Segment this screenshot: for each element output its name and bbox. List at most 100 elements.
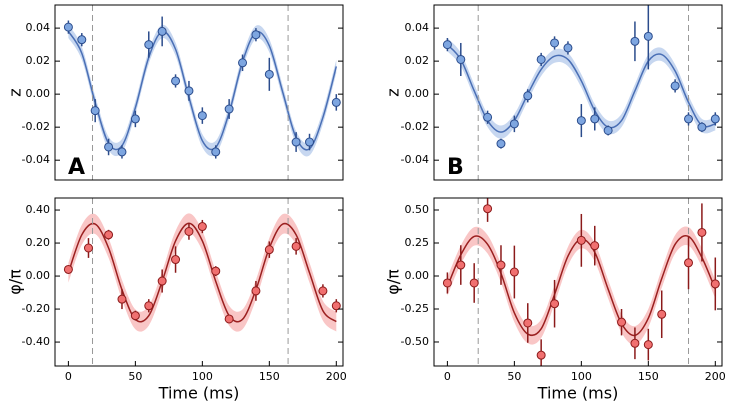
data-point: [442, 40, 452, 50]
data-point: [456, 54, 466, 64]
data-point: [643, 31, 653, 41]
data-point: [684, 114, 694, 124]
y-tick-label: 0.04: [26, 21, 51, 34]
data-point: [264, 245, 274, 255]
data-point: [211, 266, 221, 276]
data-point: [117, 294, 127, 304]
data-point: [291, 241, 301, 251]
y-tick-label: -0.40: [22, 335, 50, 348]
y-tick-label: 0.00: [405, 87, 430, 100]
x-tick-label: 0: [65, 370, 72, 383]
axes-frame: [54, 197, 344, 367]
data-point: [576, 116, 586, 126]
data-point: [184, 227, 194, 237]
data-point: [130, 311, 140, 321]
y-tick-label: 0.00: [26, 269, 51, 282]
x-tick-label: 200: [326, 370, 347, 383]
data-point: [483, 112, 493, 122]
data-point: [657, 309, 667, 319]
data-point: [590, 241, 600, 251]
data-point: [331, 97, 341, 107]
plot-area: [63, 198, 341, 366]
data-point: [576, 235, 586, 245]
data-point: [509, 119, 519, 129]
data-point: [83, 243, 93, 253]
data-point: [710, 114, 720, 124]
data-point: [144, 301, 154, 311]
panel-label: A: [68, 155, 85, 180]
y-tick-label: -0.20: [22, 302, 50, 315]
x-tick-label: 200: [705, 370, 726, 383]
data-point: [630, 338, 640, 348]
y-tick-label: 0.20: [26, 236, 51, 249]
data-point: [104, 142, 114, 152]
data-point: [456, 260, 466, 270]
data-point: [171, 76, 181, 86]
axes-frame: [433, 4, 723, 181]
fit-curve: [67, 222, 337, 323]
data-point: [211, 147, 221, 157]
data-point: [630, 36, 640, 46]
data-point: [697, 122, 707, 132]
x-tick-label: 100: [192, 370, 213, 383]
data-point: [264, 69, 274, 79]
plot-area: [442, 198, 720, 366]
data-point: [496, 139, 506, 149]
fit-curve: [446, 44, 716, 133]
y-tick-label: -0.02: [401, 120, 429, 133]
x-tick-label: 50: [128, 370, 142, 383]
y-tick-label: 0.04: [405, 21, 430, 34]
data-point: [197, 111, 207, 121]
data-point: [617, 317, 627, 327]
plot-area: [442, 5, 720, 180]
data-point: [63, 264, 73, 274]
data-point: [63, 22, 73, 32]
y-tick-label: -0.04: [401, 153, 429, 166]
y-tick-label: -0.25: [401, 302, 429, 315]
data-point: [710, 279, 720, 289]
y-tick-label: 0.25: [405, 236, 430, 249]
data-point: [251, 286, 261, 296]
data-point: [291, 137, 301, 147]
data-point: [251, 30, 261, 40]
data-point: [157, 276, 167, 286]
data-point: [550, 38, 560, 48]
y-tick-label: 0.00: [26, 87, 51, 100]
data-point: [224, 104, 234, 114]
data-point: [318, 286, 328, 296]
data-point: [643, 340, 653, 350]
axes-frame: [54, 4, 344, 181]
y-tick-label: -0.02: [22, 120, 50, 133]
x-tick-label: 0: [444, 370, 451, 383]
data-point: [483, 204, 493, 214]
data-point: [496, 260, 506, 270]
data-point: [697, 227, 707, 237]
data-point: [536, 350, 546, 360]
y-tick-label: 0.02: [405, 54, 430, 67]
plot-area: [63, 5, 341, 180]
data-point: [670, 81, 680, 91]
data-point: [77, 35, 87, 45]
panel-label: B: [447, 155, 464, 180]
y-axis-label: φ/π: [6, 269, 25, 295]
data-point: [523, 91, 533, 101]
data-point: [130, 114, 140, 124]
data-point: [550, 299, 560, 309]
data-point: [224, 314, 234, 324]
data-point: [563, 43, 573, 53]
axes-frame: [433, 197, 723, 367]
data-point: [469, 278, 479, 288]
y-tick-label: 0.50: [405, 203, 430, 216]
data-point: [117, 147, 127, 157]
data-point: [238, 58, 248, 68]
y-tick-label: 0.00: [405, 269, 430, 282]
data-point: [197, 222, 207, 232]
data-point: [331, 301, 341, 311]
x-axis-label: Time (ms): [158, 384, 240, 403]
x-axis-label: Time (ms): [537, 384, 619, 403]
data-point: [104, 230, 114, 240]
data-point: [144, 40, 154, 50]
x-tick-label: 100: [571, 370, 592, 383]
data-point: [603, 125, 613, 135]
